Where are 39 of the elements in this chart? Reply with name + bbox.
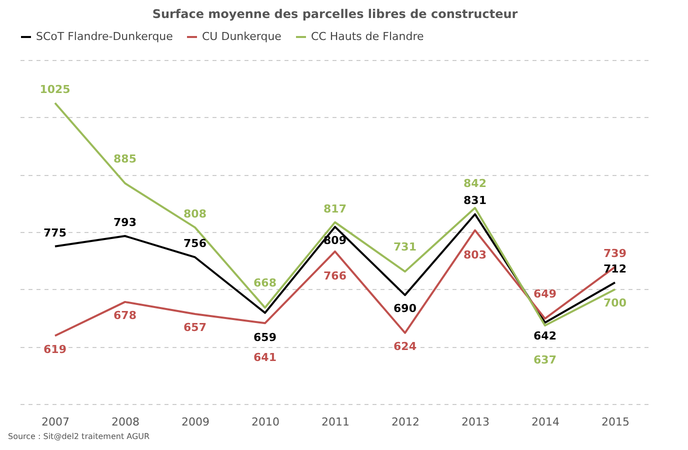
data-label: 793 [114, 216, 136, 230]
chart-title: Surface moyenne des parcelles libres de constructeur [152, 7, 518, 21]
data-label: 619 [44, 342, 66, 356]
data-label: 678 [114, 308, 136, 322]
data-label: 642 [534, 330, 556, 343]
data-label: 803 [464, 248, 486, 262]
legend-label: CC Hauts de Flandre [311, 30, 424, 43]
x-tick-label: 2009 [182, 416, 210, 428]
data-label: 831 [464, 194, 486, 208]
x-tick-label: 2008 [112, 416, 140, 428]
data-label: 766 [324, 269, 347, 282]
data-label: 1025 [40, 83, 70, 96]
data-label: 659 [254, 330, 276, 344]
data-label: 739 [604, 246, 626, 260]
x-tick-label: 2007 [42, 416, 70, 428]
x-tick-label: 2011 [322, 416, 350, 428]
data-label: 690 [394, 302, 417, 316]
x-tick-label: 2014 [532, 416, 560, 428]
x-tick-label: 2013 [462, 416, 490, 428]
data-label: 756 [184, 237, 207, 250]
x-tick-label: 2012 [392, 416, 420, 428]
legend-label: CU Dunkerque [202, 30, 282, 43]
data-label: 731 [394, 240, 416, 254]
legend-label: SCoT Flandre-Dunkerque [36, 30, 174, 43]
data-label: 637 [534, 353, 556, 366]
data-label: 649 [534, 288, 556, 301]
data-label: 842 [464, 176, 486, 190]
data-label: 775 [44, 226, 66, 240]
data-label: 817 [324, 202, 346, 216]
data-label: 700 [604, 296, 627, 310]
data-label: 808 [184, 207, 206, 220]
source-note: Source : Sit@del2 traitement AGUR [8, 432, 150, 441]
data-label: 668 [254, 276, 276, 290]
data-label: 885 [114, 152, 136, 166]
x-tick-label: 2015 [602, 416, 630, 428]
data-label: 657 [184, 320, 206, 334]
x-tick-label: 2010 [252, 416, 280, 428]
data-label: 641 [254, 351, 276, 364]
data-label: 624 [394, 340, 417, 353]
